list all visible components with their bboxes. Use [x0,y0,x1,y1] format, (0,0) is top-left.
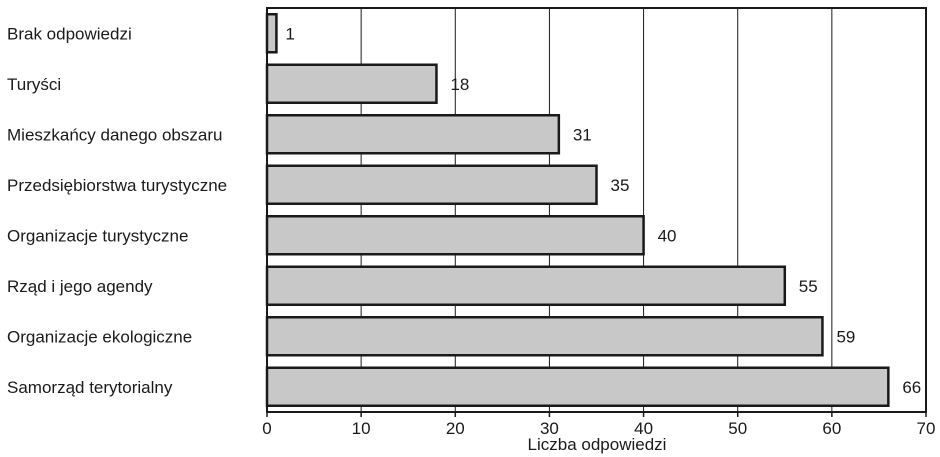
value-label-3: 31 [573,125,592,144]
category-label-3: Mieszkańcy danego obszaru [7,125,222,144]
bar-1 [265,13,278,54]
category-label-2: Turyści [7,75,61,94]
x-tick-label-70: 70 [917,419,936,438]
x-tick-label-30: 30 [540,419,559,438]
category-label-5: Organizacje turystyczne [7,226,188,245]
x-tick-label-20: 20 [446,419,465,438]
bars [265,13,890,407]
value-label-8: 66 [902,378,921,397]
category-label-4: Przedsiębiorstwa turystyczne [7,176,227,195]
value-labels: 1 18 31 35 40 55 59 66 [285,24,921,397]
x-tick-label-60: 60 [822,419,841,438]
x-axis-title: Liczba odpowiedzi [528,435,667,454]
value-label-7: 59 [836,327,855,346]
plot-border [266,7,927,413]
value-label-6: 55 [799,277,818,296]
x-tick-label-0: 0 [262,419,271,438]
bar-4 [265,164,598,205]
bar-2 [265,63,438,104]
x-tick-label-40: 40 [634,419,653,438]
bar-8 [265,366,890,407]
bar-6 [265,265,787,306]
plot-frame [266,7,927,417]
category-label-6: Rząd i jego agendy [7,277,153,296]
x-tick-label-50: 50 [728,419,747,438]
category-label-8: Samorząd terytorialny [7,378,173,397]
category-label-7: Organizacje ekologiczne [7,327,192,346]
bar-7 [265,316,824,357]
x-tick-labels: 0 10 20 30 40 50 60 70 [262,419,935,438]
bar-3 [265,114,561,155]
value-label-5: 40 [658,226,677,245]
value-label-1: 1 [285,24,294,43]
category-labels: Brak odpowiedzi Turyści Mieszkańcy danego … [7,24,227,397]
value-label-4: 35 [611,176,630,195]
category-label-1: Brak odpowiedzi [7,24,132,43]
bar-5 [265,215,645,256]
value-label-2: 18 [450,75,469,94]
x-tick-label-10: 10 [352,419,371,438]
